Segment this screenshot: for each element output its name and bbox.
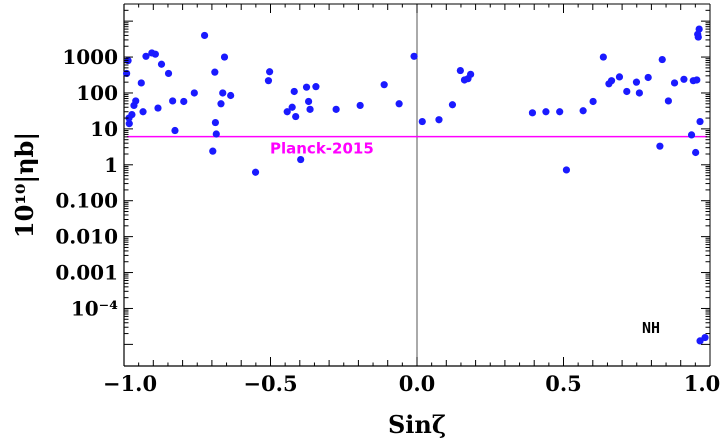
data-point bbox=[217, 100, 225, 108]
y-tick-label: 0.001 bbox=[55, 261, 118, 285]
data-point bbox=[164, 69, 173, 78]
planck-reference-label: Planck-2015 bbox=[270, 140, 374, 158]
data-point bbox=[635, 89, 643, 97]
data-point bbox=[599, 53, 607, 61]
x-tick-label: 1.0 bbox=[684, 371, 720, 396]
data-point bbox=[456, 66, 464, 75]
data-point bbox=[180, 97, 188, 106]
data-point bbox=[435, 116, 443, 124]
x-axis-ticks: −1.0 −0.5 0.0 0.5 1.0 bbox=[103, 4, 720, 396]
data-point bbox=[542, 108, 550, 116]
data-point bbox=[632, 78, 641, 86]
data-point bbox=[157, 60, 166, 68]
data-point bbox=[680, 75, 688, 83]
y-tick-label: 100 bbox=[76, 81, 118, 105]
data-point bbox=[410, 52, 418, 60]
data-point bbox=[169, 97, 177, 105]
y-tick-label: 10⁻⁴ bbox=[71, 296, 118, 320]
x-axis-title: Sinζ bbox=[388, 410, 446, 439]
data-point bbox=[171, 126, 179, 135]
data-point bbox=[696, 117, 704, 126]
data-point bbox=[264, 77, 273, 85]
data-point bbox=[220, 53, 229, 61]
data-point bbox=[607, 77, 616, 85]
data-points bbox=[123, 25, 709, 345]
data-point bbox=[128, 110, 136, 119]
data-point bbox=[418, 117, 426, 126]
y-axis-title: 10¹⁰|ηb| bbox=[10, 132, 39, 238]
x-tick-label: 0.5 bbox=[545, 371, 582, 396]
data-point bbox=[562, 166, 571, 174]
data-point bbox=[297, 155, 305, 164]
data-point bbox=[658, 55, 666, 64]
data-point bbox=[211, 68, 219, 76]
data-point bbox=[656, 142, 664, 150]
data-point bbox=[292, 112, 300, 121]
data-point bbox=[395, 100, 403, 108]
data-point bbox=[290, 87, 298, 96]
data-point bbox=[687, 131, 696, 139]
data-point bbox=[670, 79, 679, 87]
data-point bbox=[579, 107, 587, 115]
data-point bbox=[664, 97, 672, 105]
data-point bbox=[304, 97, 313, 106]
data-point bbox=[132, 97, 140, 105]
data-point bbox=[142, 52, 150, 60]
data-point bbox=[694, 33, 702, 41]
data-point bbox=[356, 101, 364, 110]
data-point bbox=[137, 79, 145, 87]
data-point bbox=[209, 147, 217, 155]
data-point bbox=[302, 83, 311, 91]
data-point bbox=[200, 31, 209, 40]
data-point bbox=[615, 73, 624, 81]
y-tick-label: 0.100 bbox=[55, 189, 118, 213]
data-point bbox=[467, 70, 475, 78]
data-point bbox=[312, 83, 320, 91]
data-point bbox=[556, 108, 564, 116]
data-point bbox=[139, 108, 147, 116]
data-point bbox=[151, 50, 159, 58]
data-point bbox=[448, 101, 457, 109]
x-tick-label: −0.5 bbox=[243, 371, 297, 396]
data-point bbox=[644, 73, 652, 82]
data-point bbox=[695, 25, 703, 33]
data-point bbox=[125, 120, 133, 128]
data-point bbox=[623, 87, 631, 96]
data-point bbox=[528, 109, 537, 117]
data-point bbox=[251, 168, 260, 176]
data-point bbox=[212, 130, 220, 138]
data-point bbox=[306, 105, 314, 113]
data-point bbox=[227, 91, 235, 100]
data-point bbox=[154, 104, 162, 112]
data-point bbox=[692, 148, 700, 157]
x-tick-label: −1.0 bbox=[103, 371, 157, 396]
data-point bbox=[701, 333, 709, 342]
data-point bbox=[219, 89, 227, 97]
y-tick-label: 1 bbox=[104, 153, 118, 177]
y-axis-ticks: 1000 100 10 1 0.100 0.010 0.001 10⁻⁴ bbox=[55, 3, 710, 345]
y-tick-label: 10 bbox=[90, 117, 118, 141]
data-point bbox=[266, 68, 274, 76]
data-point bbox=[288, 103, 296, 111]
x-tick-label: 0.0 bbox=[399, 371, 436, 396]
data-point bbox=[380, 81, 388, 89]
y-tick-label: 1000 bbox=[62, 45, 118, 69]
data-point bbox=[190, 89, 198, 97]
data-point bbox=[589, 97, 597, 106]
data-point bbox=[211, 118, 220, 127]
y-tick-label: 0.010 bbox=[55, 225, 118, 249]
data-point bbox=[332, 105, 340, 113]
data-point bbox=[693, 76, 701, 84]
nh-annotation: NH bbox=[642, 319, 660, 337]
data-point bbox=[283, 108, 291, 116]
